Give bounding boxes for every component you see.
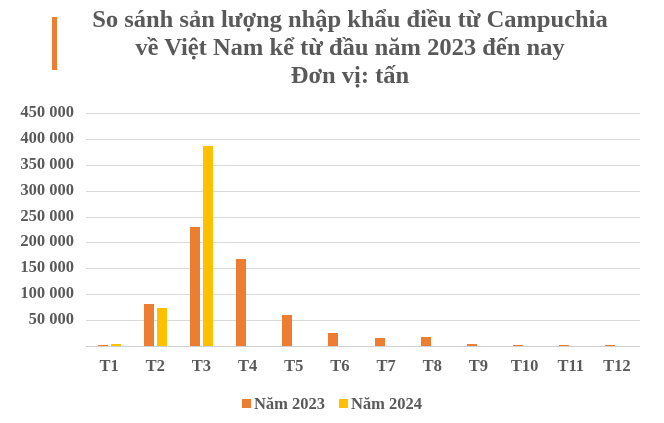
y-tick-label: 250 000 [20, 205, 74, 225]
x-tick-label: T5 [284, 356, 304, 375]
x-tick-label: T9 [468, 356, 489, 375]
gridline [86, 216, 640, 218]
bar-t5-năm-2023 [282, 314, 293, 346]
gridline [86, 190, 640, 192]
bar-t7-năm-2023 [374, 338, 385, 346]
bar-t9-năm-2023 [466, 344, 477, 346]
x-tick-label: T7 [376, 356, 396, 375]
bar-t10-năm-2023 [513, 345, 524, 346]
x-tick-label: T2 [145, 356, 165, 375]
chart-title: So sánh sản lượng nhập khẩu điều từ Camp… [60, 6, 640, 90]
gridline [86, 320, 640, 322]
y-tick-label: 400 000 [20, 127, 74, 147]
y-tick-label: 150 000 [20, 257, 74, 277]
gridline [86, 164, 640, 166]
gridline [86, 242, 640, 244]
bar-t6-năm-2023 [328, 332, 339, 346]
legend-swatch-icon [241, 399, 251, 408]
bar-t1-năm-2024 [110, 344, 121, 346]
bar-t2-năm-2024 [156, 308, 167, 346]
y-tick-label: 300 000 [20, 179, 74, 199]
title-accent-bar [52, 17, 57, 70]
gridline [86, 294, 640, 296]
x-tick-label: T3 [191, 356, 212, 375]
y-tick-label: 450 000 [20, 102, 74, 121]
gridline [86, 346, 640, 347]
bar-t2-năm-2023 [143, 303, 154, 346]
legend-swatch-icon [339, 399, 348, 408]
y-tick-label: 350 000 [20, 153, 74, 173]
x-tick-label: T6 [330, 356, 350, 375]
legend-item: Năm 2023 [241, 393, 325, 414]
gridline [86, 138, 640, 140]
title-line-3-unit: Đơn vị: tấn [290, 62, 410, 89]
bar-t1-năm-2023 [97, 344, 108, 346]
x-tick-label: T4 [237, 356, 258, 375]
legend-item: Năm 2024 [339, 394, 422, 414]
bar-t11-năm-2023 [559, 345, 570, 346]
title-line-1: So sánh sản lượng nhập khẩu điều từ Camp… [92, 6, 608, 33]
gridline [86, 268, 640, 270]
x-tick-label: T10 [510, 356, 539, 375]
x-tick-label: T8 [422, 356, 442, 375]
legend: Năm 2023 Năm 2024 [0, 393, 664, 414]
title-line-2: về Việt Nam kể từ đầu năm 2023 đến nay [135, 34, 565, 61]
bar-t12-năm-2023 [605, 345, 616, 346]
x-tick-label: T11 [557, 356, 585, 375]
bar-t8-năm-2023 [420, 336, 431, 346]
bar-t3-năm-2023 [189, 227, 200, 346]
gridline [86, 113, 640, 114]
plot-area [86, 113, 640, 347]
legend-label: Năm 2023 [253, 393, 325, 413]
y-tick-label: 100 000 [20, 283, 74, 303]
y-tick-label: 50 000 [28, 309, 74, 329]
legend-label: Năm 2024 [351, 393, 423, 413]
x-tick-label: T1 [99, 356, 119, 375]
bar-t4-năm-2023 [236, 258, 247, 346]
y-tick-label: 200 000 [20, 231, 74, 251]
x-tick-label: T12 [603, 356, 631, 375]
bar-t3-năm-2024 [202, 145, 213, 346]
